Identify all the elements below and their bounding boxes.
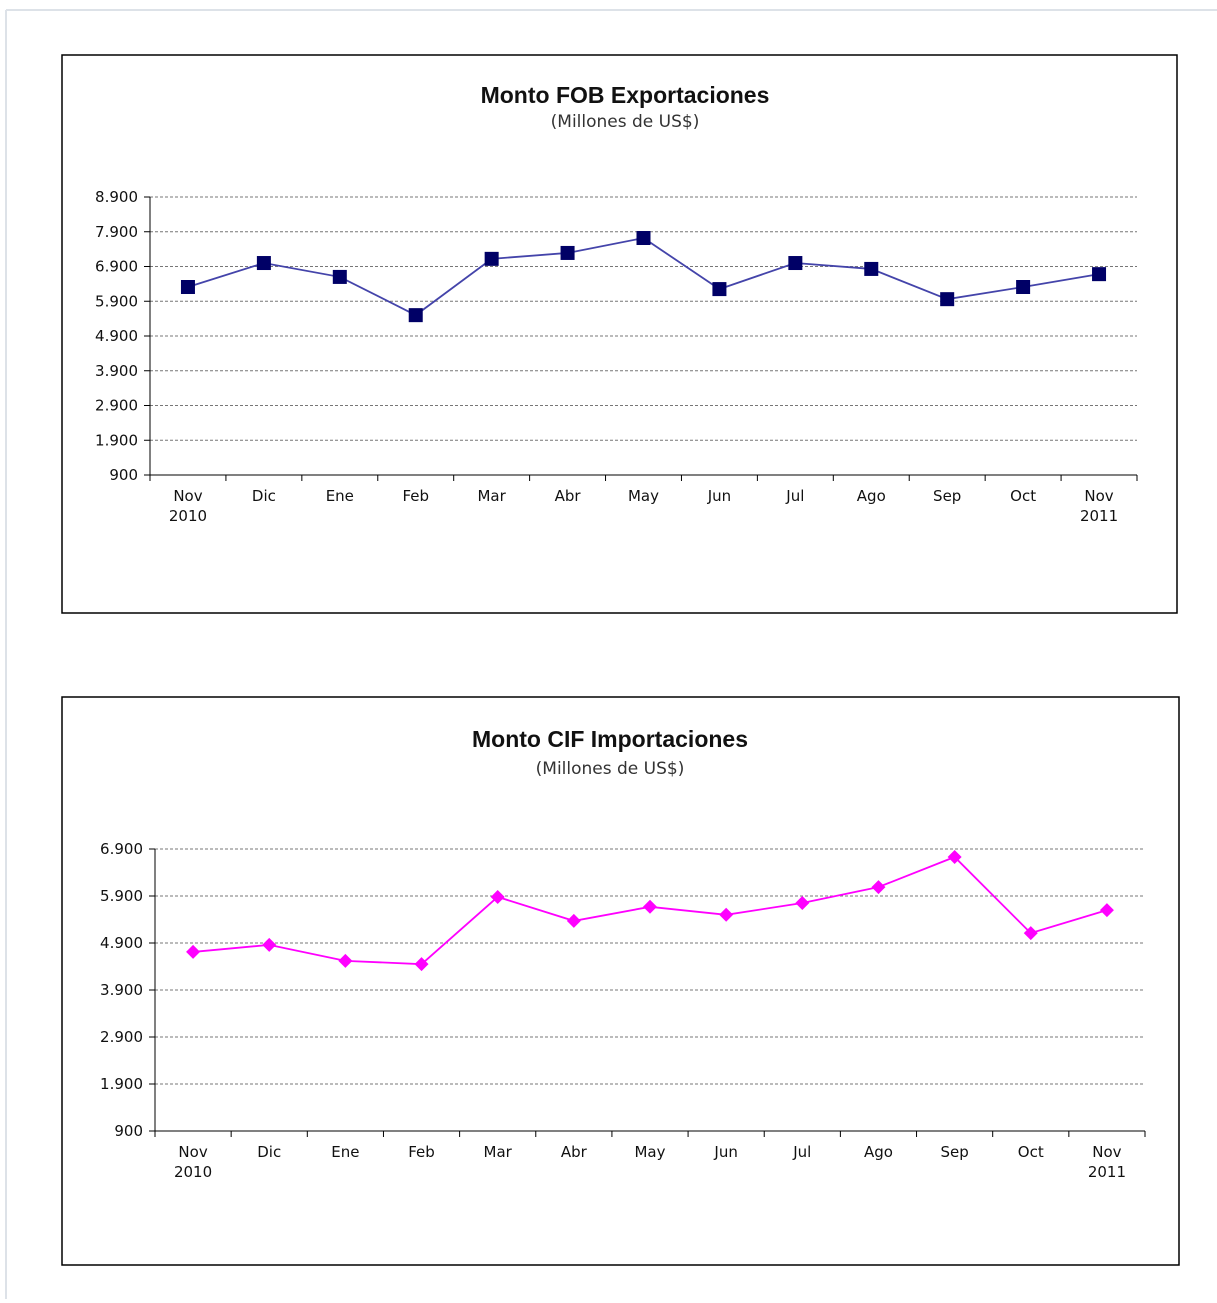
marker <box>408 308 423 323</box>
chart-frame <box>61 696 1180 1266</box>
y-tick-label: 1.900 <box>100 1075 143 1093</box>
marker <box>180 280 195 295</box>
x-tick-label: Abr <box>555 487 582 505</box>
marker <box>871 880 886 895</box>
y-tick-label: 3.900 <box>95 362 138 380</box>
marker <box>643 899 657 914</box>
chart-subtitle: (Millones de US$) <box>536 759 685 779</box>
y-tick-label: 2.900 <box>95 397 138 415</box>
y-tick-label: 6.900 <box>95 258 138 276</box>
marker <box>338 953 353 968</box>
x-tick-label: Mar <box>477 487 506 505</box>
marker <box>947 849 962 864</box>
marker <box>788 256 803 271</box>
x-tick-label: Nov 2011 <box>1088 1143 1126 1181</box>
marker <box>332 269 347 284</box>
x-tick-label: Feb <box>408 1143 435 1161</box>
x-tick-label: Oct <box>1010 487 1036 505</box>
x-tick-label: Ene <box>326 487 354 505</box>
y-tick-label: 1.900 <box>95 431 138 449</box>
x-tick-label: Jul <box>792 1143 811 1161</box>
x-tick-label: Abr <box>561 1143 588 1161</box>
y-tick-label: 4.900 <box>100 934 143 952</box>
y-tick-label: 900 <box>109 466 138 484</box>
marker <box>864 261 879 276</box>
y-tick-label: 2.900 <box>100 1028 143 1046</box>
marker <box>712 282 727 297</box>
marker <box>719 907 734 922</box>
marker <box>1023 926 1038 941</box>
x-tick-label: Jun <box>707 487 731 505</box>
x-tick-label: Oct <box>1018 1143 1044 1161</box>
chart-title: Monto CIF Importaciones <box>472 726 748 752</box>
x-tick-label: Dic <box>252 487 276 505</box>
x-tick-label: May <box>634 1143 665 1161</box>
marker <box>795 896 810 911</box>
marker <box>560 245 575 260</box>
y-tick-label: 3.900 <box>100 981 143 999</box>
x-tick-label: Sep <box>933 487 961 505</box>
x-tick-label: Ago <box>857 487 886 505</box>
x-tick-label: May <box>628 487 659 505</box>
marker <box>186 944 201 959</box>
marker <box>262 937 277 952</box>
x-tick-label: Nov 2010 <box>169 487 207 525</box>
chart-frame <box>61 54 1178 614</box>
x-tick-label: Nov 2010 <box>174 1143 212 1181</box>
y-tick-label: 4.900 <box>95 327 138 345</box>
x-tick-label: Ene <box>331 1143 359 1161</box>
marker <box>414 957 429 972</box>
x-tick-label: Ago <box>864 1143 893 1161</box>
y-tick-label: 900 <box>114 1122 143 1140</box>
x-tick-label: Mar <box>484 1143 513 1161</box>
chart-title: Monto FOB Exportaciones <box>481 82 770 108</box>
y-tick-label: 8.900 <box>95 188 138 206</box>
x-tick-label: Jul <box>785 487 804 505</box>
marker <box>490 889 505 904</box>
marker <box>566 913 581 928</box>
x-tick-label: Feb <box>402 487 429 505</box>
marker <box>1099 903 1114 918</box>
x-tick-label: Dic <box>257 1143 281 1161</box>
marker <box>940 292 955 307</box>
marker <box>256 256 271 271</box>
marker <box>1092 267 1107 282</box>
x-tick-label: Sep <box>940 1143 968 1161</box>
x-tick-label: Jun <box>713 1143 737 1161</box>
y-tick-label: 6.900 <box>100 840 143 858</box>
y-tick-label: 5.900 <box>95 292 138 310</box>
marker <box>484 251 499 266</box>
chart-subtitle: (Millones de US$) <box>551 112 700 132</box>
marker <box>1016 280 1031 295</box>
y-tick-label: 5.900 <box>100 887 143 905</box>
y-tick-label: 7.900 <box>95 223 138 241</box>
marker <box>636 231 651 246</box>
x-tick-label: Nov 2011 <box>1080 487 1118 525</box>
